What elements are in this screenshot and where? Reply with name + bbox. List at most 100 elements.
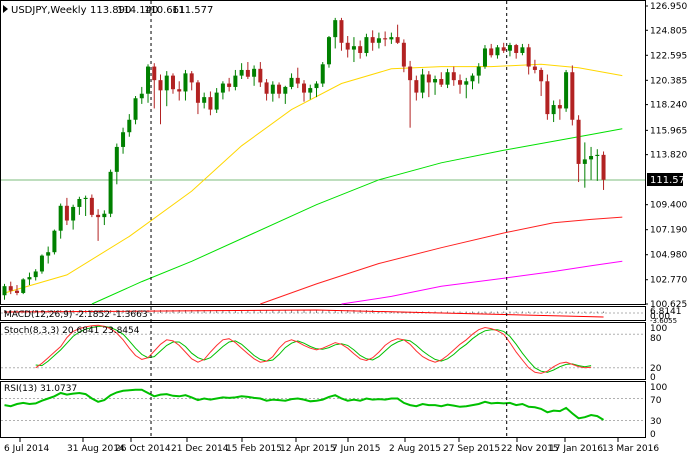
candle-bull	[46, 252, 51, 256]
candle-bear	[501, 47, 506, 51]
rsi-line	[4, 388, 605, 421]
price-tick-label: 118.240	[650, 101, 687, 111]
candle-bull	[183, 73, 188, 92]
rsi-tick-0: 0	[650, 430, 656, 440]
time-tick-label: 17 Jan 2016	[549, 444, 603, 454]
time-tick-label: 7 Jun 2015	[332, 444, 380, 454]
candle-bear	[401, 42, 406, 67]
candle-bull	[133, 98, 138, 120]
candle-bear	[189, 73, 194, 83]
candle-bull	[520, 47, 525, 53]
candle-bear	[89, 197, 94, 215]
current-price-label: 111.577	[650, 175, 691, 186]
candle-bear	[14, 290, 19, 293]
stoch-tick-20: 20	[650, 364, 662, 374]
candle-bear	[339, 20, 344, 43]
candle-bear	[370, 37, 375, 43]
price-axis: 126.950 124.805 122.595 120.385 118.240 115.9…	[645, 2, 687, 310]
price-tick-label: 124.805	[650, 26, 687, 36]
candle-bear	[264, 82, 269, 94]
candle-bear	[64, 205, 69, 221]
candles	[2, 17, 606, 300]
macd-tick-top: 6.8141	[650, 307, 682, 317]
candle-bull	[433, 79, 438, 83]
time-tick-label: 12 Apr 2015	[280, 444, 336, 454]
candle-bull	[470, 75, 475, 82]
moving-averages	[4, 63, 623, 305]
candle-bear	[358, 46, 363, 53]
price-tick-label: 109.400	[650, 201, 687, 211]
time-tick-label: 2 Aug 2015	[389, 444, 441, 454]
candle-bull	[52, 230, 57, 253]
rsi-tick-100: 100	[650, 383, 667, 393]
chart-header-symbol: USDJPY,Weekly	[11, 5, 87, 16]
time-tick-label: 6 Jul 2014	[4, 444, 49, 454]
candle-bear	[545, 81, 550, 115]
candle-bull	[139, 93, 144, 99]
vertical-markers	[150, 1, 508, 438]
rsi-tick-70: 70	[650, 396, 662, 406]
candle-bull	[146, 66, 151, 94]
rsi-panel-frame	[0, 381, 646, 438]
candle-bull	[77, 199, 82, 207]
price-tick-label: 120.385	[650, 76, 687, 86]
candle-bull	[164, 75, 169, 91]
candle-bear	[158, 80, 163, 91]
candle-bull	[239, 69, 244, 76]
ma-mid-line	[91, 128, 623, 305]
price-tick-label: 115.965	[650, 126, 687, 136]
chart-header-close: 111.577	[172, 5, 213, 16]
candle-bull	[33, 271, 38, 278]
candle-bull	[83, 197, 88, 200]
price-tick-label: 126.950	[650, 2, 687, 12]
candle-bull	[233, 75, 238, 87]
candle-bull	[270, 84, 275, 94]
macd-label: MACD(12,26,9) -2.1852 -1.3663	[4, 310, 148, 320]
candle-bear	[277, 84, 282, 94]
candle-bull	[252, 68, 257, 77]
candle-bear	[8, 286, 13, 291]
price-tick-label: 122.595	[650, 51, 687, 61]
price-tick-label: 104.980	[650, 251, 687, 261]
ma-slow-line	[260, 216, 623, 305]
candle-bull	[420, 74, 425, 93]
stoch-tick-0: 0	[650, 373, 656, 383]
candle-bear	[539, 69, 544, 82]
chart-header-high: 114.140	[117, 5, 158, 16]
candle-bear	[302, 83, 307, 93]
candle-bull	[202, 97, 207, 103]
price-tick-label: 107.190	[650, 226, 687, 236]
price-tick-label: 100.625	[650, 300, 687, 310]
candle-bull	[333, 20, 338, 38]
stoch-tick-80: 80	[650, 334, 662, 344]
candle-bear	[601, 154, 606, 180]
price-tick-label: 102.770	[650, 276, 687, 286]
candle-bull	[58, 205, 63, 231]
time-tick-label: 22 Nov 2015	[501, 444, 559, 454]
candle-bear	[170, 75, 175, 90]
candle-bull	[102, 213, 107, 218]
ma-long-line	[341, 260, 623, 305]
ma-fast-line	[4, 63, 623, 294]
time-tick-label: 15 Feb 2015	[226, 444, 282, 454]
candle-bull	[445, 72, 450, 85]
time-tick-label: 31 Aug 2014	[67, 444, 125, 454]
candle-bull	[476, 66, 481, 76]
candle-bull	[308, 88, 313, 93]
candle-bull	[214, 92, 219, 110]
candle-bull	[220, 83, 225, 93]
time-tick-label: 26 Oct 2014	[115, 444, 171, 454]
candle-bear	[526, 47, 531, 67]
macd-tick-mid: 0.00	[650, 312, 670, 322]
macd-signal-line	[4, 309, 604, 318]
candle-bear	[426, 74, 431, 83]
candle-bull	[71, 206, 76, 221]
candle-bear	[439, 79, 444, 85]
candle-bear	[152, 66, 157, 81]
candle-bear	[532, 66, 537, 70]
candle-bear	[258, 68, 263, 83]
stoch-d-line	[35, 325, 592, 373]
candle-bull	[589, 155, 594, 160]
candle-bear	[514, 45, 519, 53]
